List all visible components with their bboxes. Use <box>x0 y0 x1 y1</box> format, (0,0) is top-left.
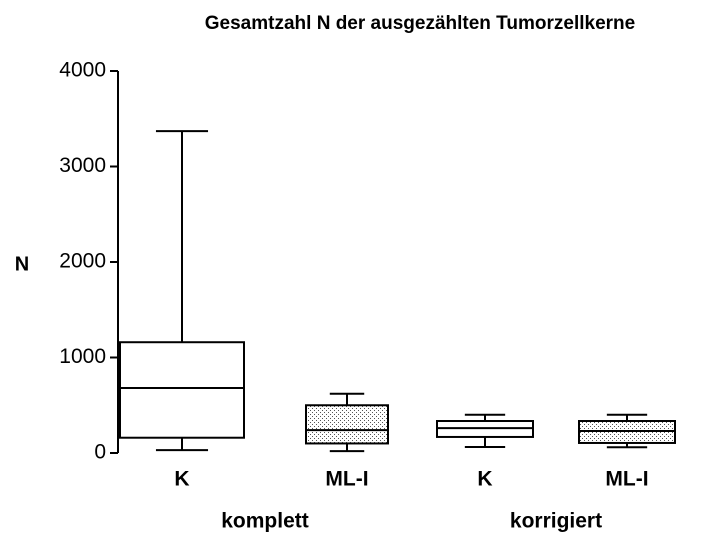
y-tick-label: 2000 <box>59 250 106 273</box>
y-tick-label: 1000 <box>59 345 106 368</box>
x-tick-label: K <box>174 468 189 491</box>
y-axis-label: N <box>15 253 29 275</box>
y-tick-label: 0 <box>94 441 106 464</box>
y-tick-label: 3000 <box>59 154 106 177</box>
x-tick-label: ML-I <box>605 468 648 491</box>
box <box>305 404 389 445</box>
y-tick-label: 4000 <box>59 59 106 82</box>
x-tick-label: K <box>477 468 492 491</box>
x-tick-label: ML-I <box>325 468 368 491</box>
chart-title: Gesamtzahl N der ausgezählten Tumorzellk… <box>205 13 635 34</box>
group-label: komplett <box>221 510 309 533</box>
box <box>119 341 245 439</box>
group-label: korrigiert <box>510 510 602 533</box>
